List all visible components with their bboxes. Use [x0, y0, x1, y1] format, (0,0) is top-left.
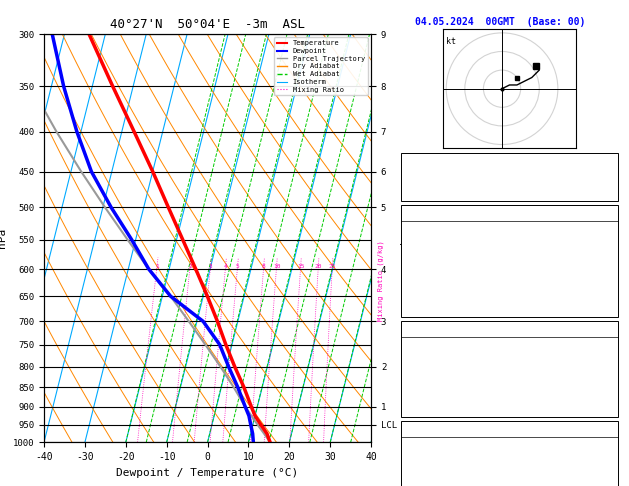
Text: 0: 0 — [608, 289, 613, 298]
Text: Mixing Ratio (g/kg): Mixing Ratio (g/kg) — [377, 240, 384, 321]
Text: Hodograph: Hodograph — [487, 425, 532, 434]
Text: CIN (J): CIN (J) — [406, 305, 442, 314]
Text: Surface: Surface — [493, 208, 527, 218]
Text: 10: 10 — [273, 264, 281, 269]
Text: 12: 12 — [603, 441, 613, 450]
Text: SREH: SREH — [406, 457, 426, 466]
Y-axis label: hPa: hPa — [0, 228, 8, 248]
Text: 2: 2 — [188, 264, 192, 269]
Legend: Temperature, Dewpoint, Parcel Trajectory, Dry Adiabat, Wet Adiabat, Isotherm, Mi: Temperature, Dewpoint, Parcel Trajectory… — [274, 37, 367, 95]
Text: Temp (°C): Temp (°C) — [406, 225, 452, 234]
Text: © weatheronline.co.uk: © weatheronline.co.uk — [464, 468, 561, 477]
Text: kt: kt — [446, 36, 456, 46]
Text: 1: 1 — [155, 264, 159, 269]
Text: 4: 4 — [224, 264, 228, 269]
Text: Pressure (mb): Pressure (mb) — [406, 341, 471, 350]
Text: θₑ(K): θₑ(K) — [406, 257, 431, 266]
Text: 0: 0 — [608, 405, 613, 414]
Text: 750: 750 — [598, 341, 613, 350]
X-axis label: Dewpoint / Temperature (°C): Dewpoint / Temperature (°C) — [116, 468, 299, 478]
Text: 311: 311 — [598, 257, 613, 266]
Text: 0: 0 — [608, 389, 613, 398]
Text: EH: EH — [406, 441, 416, 450]
Text: Totals Totals: Totals Totals — [406, 173, 471, 182]
Text: 3: 3 — [209, 264, 213, 269]
Text: StmDir: StmDir — [406, 473, 437, 482]
Text: 04.05.2024  00GMT  (Base: 00): 04.05.2024 00GMT (Base: 00) — [415, 17, 585, 27]
Text: 9: 9 — [608, 273, 613, 282]
Text: CAPE (J): CAPE (J) — [406, 389, 447, 398]
Text: 20: 20 — [314, 264, 322, 269]
Text: 313: 313 — [598, 357, 613, 366]
Text: 11.2: 11.2 — [593, 241, 613, 250]
Text: 0: 0 — [608, 305, 613, 314]
Text: 8: 8 — [262, 264, 265, 269]
Text: 7: 7 — [608, 373, 613, 382]
Text: 15.3: 15.3 — [593, 225, 613, 234]
Text: 15: 15 — [297, 264, 304, 269]
Text: 281°: 281° — [593, 473, 613, 482]
Y-axis label: km
ASL: km ASL — [400, 229, 421, 247]
Text: Lifted Index: Lifted Index — [406, 273, 466, 282]
Text: θₑ (K): θₑ (K) — [406, 357, 437, 366]
Text: 22: 22 — [603, 156, 613, 166]
Text: Dewp (°C): Dewp (°C) — [406, 241, 452, 250]
Text: Most Unstable: Most Unstable — [477, 325, 542, 334]
Text: 34: 34 — [603, 457, 613, 466]
Text: 35: 35 — [603, 173, 613, 182]
Title: 40°27'N  50°04'E  -3m  ASL: 40°27'N 50°04'E -3m ASL — [110, 18, 305, 32]
Text: K: K — [406, 156, 411, 166]
Text: CIN (J): CIN (J) — [406, 405, 442, 414]
Text: PW (cm): PW (cm) — [406, 189, 442, 198]
Text: 25: 25 — [328, 264, 336, 269]
Text: 5: 5 — [236, 264, 240, 269]
Text: 2.81: 2.81 — [593, 189, 613, 198]
Text: CAPE (J): CAPE (J) — [406, 289, 447, 298]
Text: Lifted Index: Lifted Index — [406, 373, 466, 382]
